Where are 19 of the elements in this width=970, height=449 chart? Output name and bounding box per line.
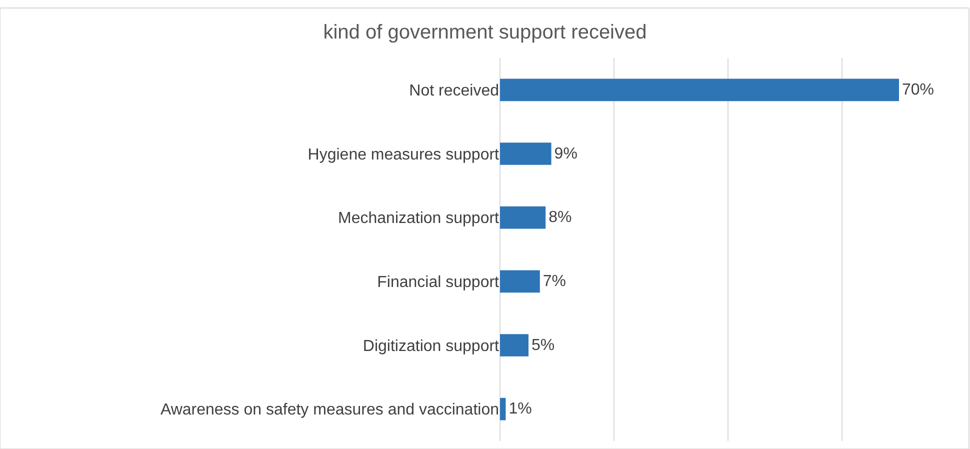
y-tick-label: Financial support: [377, 274, 500, 292]
bar: [500, 78, 899, 102]
data-label: 1%: [508, 400, 532, 418]
bar: [500, 398, 506, 420]
bar: [500, 270, 540, 293]
data-label: 5%: [532, 336, 555, 354]
y-tick-label: Hygiene measures support: [308, 146, 500, 164]
data-label: 70%: [902, 81, 934, 98]
chart-title: kind of government support received: [323, 21, 647, 44]
y-tick-label: Awareness on safety measures and vaccination: [160, 402, 499, 419]
data-label: 9%: [554, 145, 578, 162]
data-label: 7%: [542, 272, 566, 290]
bar: [500, 334, 528, 356]
y-tick-label: Not received: [409, 82, 499, 100]
y-tick-label: Digitization support: [362, 338, 500, 355]
y-tick-label: Mechanization support: [338, 210, 500, 228]
data-label: 8%: [548, 209, 572, 226]
bar: [500, 142, 552, 165]
bar: [500, 206, 546, 229]
